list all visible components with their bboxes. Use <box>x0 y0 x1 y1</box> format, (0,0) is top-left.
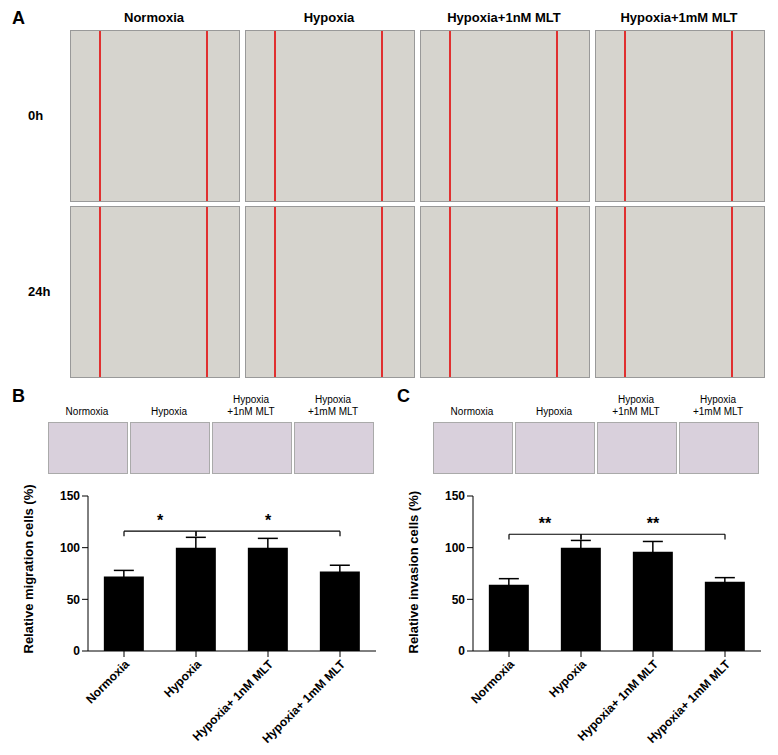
svg-text:50: 50 <box>67 593 81 607</box>
svg-text:0: 0 <box>73 644 80 658</box>
svg-text:150: 150 <box>60 489 80 503</box>
svg-text:100: 100 <box>60 541 80 555</box>
html-text:0h: 0h <box>28 108 44 123</box>
html-text:Hypoxia: Hypoxia <box>150 406 188 417</box>
svg-text:**: ** <box>647 515 660 532</box>
html-text:Hypoxia: Hypoxia <box>699 394 737 405</box>
html-text:Normoxia: Normoxia <box>450 406 494 417</box>
html-text:+1nM MLT: +1nM MLT <box>227 406 275 417</box>
html-text:Hypoxia: Hypoxia <box>617 394 655 405</box>
svg-text:Hypoxia+ 1nM MLT: Hypoxia+ 1nM MLT <box>574 657 662 744</box>
svg-text:Normoxia: Normoxia <box>83 657 132 706</box>
svg-text:Hypoxia: Hypoxia <box>546 657 589 700</box>
svg-text:Hypoxia+ 1mM MLT: Hypoxia+ 1mM MLT <box>259 657 348 746</box>
svg-text:Hypoxia: Hypoxia <box>161 657 204 700</box>
html-text:Hypoxia+1mM MLT: Hypoxia+1mM MLT <box>620 10 738 25</box>
html-text:B: B <box>12 386 25 406</box>
svg-text:Hypoxia+ 1nM MLT: Hypoxia+ 1nM MLT <box>189 657 277 744</box>
svg-text:*: * <box>265 512 272 529</box>
svg-text:Normoxia: Normoxia <box>468 657 517 706</box>
svg-text:100: 100 <box>445 541 465 555</box>
html-text:Normoxia: Normoxia <box>65 406 109 417</box>
svg-text:Relative migration cells (%): Relative migration cells (%) <box>21 484 36 653</box>
svg-text:*: * <box>157 512 164 529</box>
html-text:+1mM MLT: +1mM MLT <box>307 406 358 417</box>
html-text:24h: 24h <box>28 284 51 299</box>
html-text:Normoxia: Normoxia <box>124 10 184 25</box>
html-text:Hypoxia: Hypoxia <box>535 406 573 417</box>
html-text:A: A <box>12 8 25 28</box>
html-text:+1mM MLT: +1mM MLT <box>692 406 743 417</box>
html-text:Hypoxia: Hypoxia <box>232 394 270 405</box>
html-text:C: C <box>397 386 410 406</box>
svg-text:**: ** <box>539 515 552 532</box>
svg-text:Hypoxia+ 1mM MLT: Hypoxia+ 1mM MLT <box>644 657 733 746</box>
svg-text:Relative invasion cells (%): Relative invasion cells (%) <box>406 491 421 654</box>
svg-text:0: 0 <box>458 644 465 658</box>
svg-text:150: 150 <box>445 489 465 503</box>
html-text:Hypoxia: Hypoxia <box>314 394 352 405</box>
html-text:Hypoxia: Hypoxia <box>303 10 355 25</box>
html-text:Hypoxia+1nM MLT: Hypoxia+1nM MLT <box>447 10 561 25</box>
svg-text:50: 50 <box>452 593 466 607</box>
html-text:+1nM MLT: +1nM MLT <box>612 406 660 417</box>
